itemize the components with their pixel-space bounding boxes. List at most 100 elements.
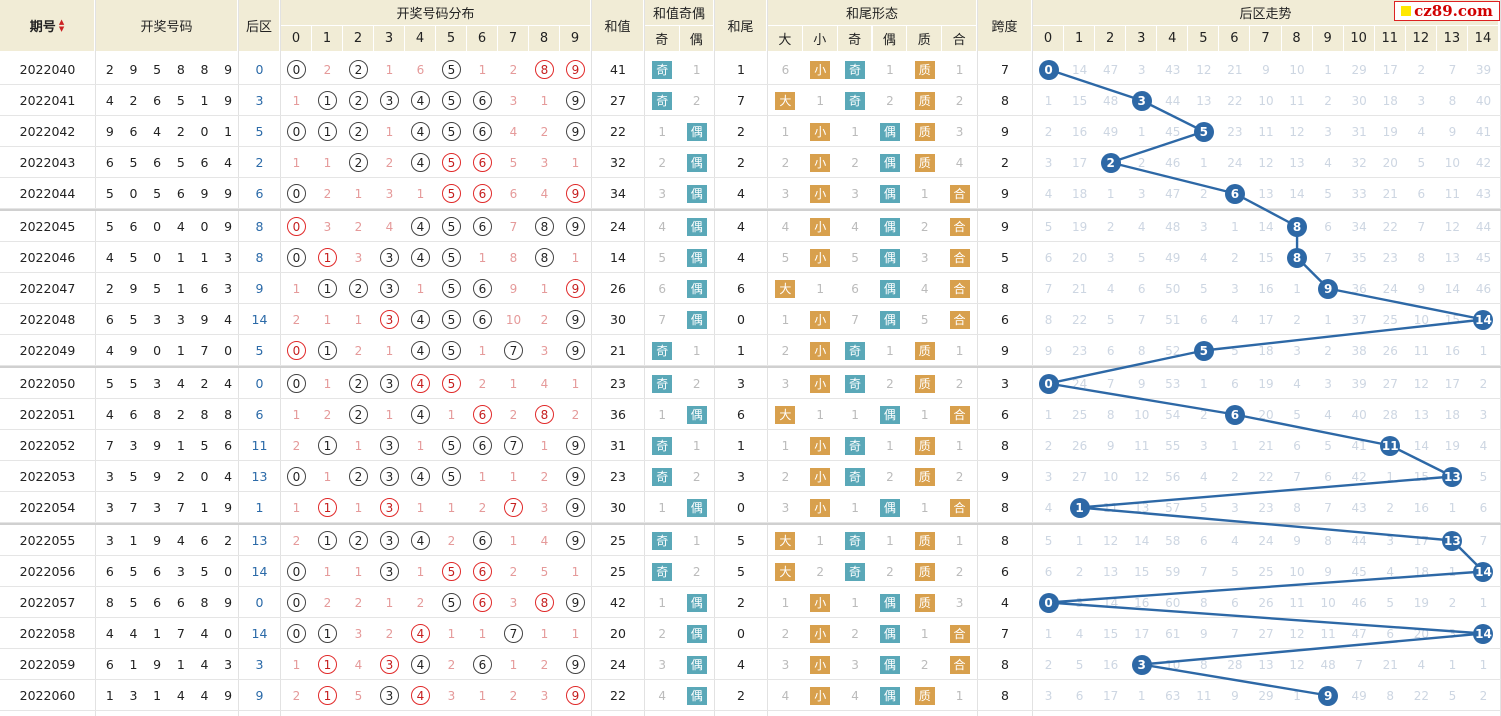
trend-miss: 5 [1033, 211, 1064, 242]
form-tag: 小 [803, 54, 838, 85]
trend-miss: 9 [1250, 54, 1281, 85]
issue-cell[interactable]: 2022048 [0, 304, 95, 335]
oe-tag-label: 偶 [686, 593, 707, 612]
back-number: 6 [239, 178, 280, 209]
oe-tag-label: 偶 [686, 153, 707, 172]
cell-text: 4 [955, 155, 964, 170]
cell-text: 1 [1448, 500, 1457, 515]
trend-miss: 3 [1468, 399, 1499, 430]
row-divider [0, 272, 1501, 273]
cell-text: 9 [224, 186, 233, 201]
cell-text: 4 [176, 376, 185, 391]
trend-miss: 5 [1468, 461, 1499, 492]
trend-miss: 15 [1406, 461, 1437, 492]
dist-miss: 1 [374, 335, 405, 366]
dist-miss: 1 [343, 304, 374, 335]
issue-cell[interactable]: 2022058 [0, 618, 95, 649]
cell-text: 1 [955, 62, 964, 77]
dist-hit: 9 [560, 680, 591, 711]
draw-number: 0 [216, 556, 240, 587]
issue-cell[interactable]: 2022046 [0, 242, 95, 273]
dist-ball-repeat: 6 [473, 593, 492, 612]
draw-number: 3 [169, 556, 193, 587]
draw-number: 4 [169, 368, 193, 399]
issue-cell[interactable]: 2022044 [0, 178, 95, 209]
issue-cell[interactable]: 2022041 [0, 85, 95, 116]
cell-text: 1 [851, 595, 859, 610]
trend-miss: 24 [1250, 525, 1281, 556]
trend-miss: 7 [1406, 211, 1437, 242]
cell-text: 2 [1106, 219, 1115, 234]
cell-text: 0 [129, 186, 138, 201]
form-tag: 质 [907, 556, 942, 587]
form-tag-label: 质 [914, 562, 935, 581]
dist-ball: 4 [411, 655, 430, 674]
form-miss: 3 [942, 116, 977, 147]
cell-text: 1 [816, 533, 825, 548]
draw-number: 8 [145, 399, 169, 430]
cell-text: 1 [816, 407, 825, 422]
issue-cell[interactable]: 2022059 [0, 649, 95, 680]
issue-cell[interactable]: 2022042 [0, 116, 95, 147]
cell-text: 4 [176, 533, 185, 548]
dist-miss: 2 [529, 116, 560, 147]
issue-cell[interactable]: 2022054 [0, 492, 95, 523]
tail-value: 0 [715, 492, 767, 523]
column-divider [767, 0, 768, 716]
cell-text: 2 [323, 186, 332, 201]
dist-miss: 4 [529, 368, 560, 399]
span-value: 8 [978, 430, 1032, 461]
cell-text: 4 [105, 93, 114, 108]
site-logo[interactable]: cz89.com [1394, 1, 1500, 21]
issue-cell[interactable]: 2022055 [0, 525, 95, 556]
issue-cell[interactable]: 2022051 [0, 399, 95, 430]
issue-cell[interactable]: 2022047 [0, 273, 95, 304]
draw-number: 6 [193, 525, 217, 556]
dist-hit: 6 [467, 116, 498, 147]
issue-cell[interactable]: 2022053 [0, 461, 95, 492]
trend-miss: 63 [1157, 680, 1188, 711]
cell-text: 开奖号码 [140, 20, 193, 35]
trend-hit-cell: 0 [1033, 587, 1064, 618]
issue-cell[interactable]: 2022050 [0, 368, 95, 399]
tail-value: 0 [715, 618, 767, 649]
oe-miss: 2 [645, 618, 680, 649]
trend-miss: 1 [1033, 618, 1064, 649]
cell-text: 5 [129, 250, 138, 265]
trend-miss: 6 [1064, 680, 1095, 711]
cell-text: 4 [1001, 595, 1009, 610]
back-number: 0 [239, 54, 280, 85]
issue-cell[interactable]: 2022043 [0, 147, 95, 178]
issue-cell[interactable]: 2022057 [0, 587, 95, 618]
issue-cell[interactable]: 2022045 [0, 211, 95, 242]
cell-text: 45 [1351, 564, 1367, 579]
trend-miss: 9 [1095, 430, 1126, 461]
dist-hit: 1 [312, 618, 343, 649]
issue-cell[interactable]: 2022056 [0, 556, 95, 587]
form-miss: 5 [768, 242, 803, 273]
form-tag-label: 偶 [879, 624, 900, 643]
col-header-issue[interactable]: 期号 ▲ ▼ [0, 0, 95, 52]
dist-ball-repeat: 1 [318, 248, 337, 267]
sort-icon[interactable]: ▲ ▼ [58, 17, 65, 33]
dist-hit: 5 [436, 335, 467, 366]
trend-miss: 2 [1188, 399, 1219, 430]
trend-miss: 19 [1064, 211, 1095, 242]
cell-text: 7 [1479, 533, 1488, 548]
back-number: 8 [239, 211, 280, 242]
cell-text: 26 [1382, 343, 1398, 358]
issue-cell[interactable]: 2022040 [0, 54, 95, 85]
oe-tag: 偶 [680, 587, 715, 618]
cell-text: 1 [692, 62, 701, 77]
cell-text: 22 [610, 688, 626, 703]
cell-text: 8 [255, 250, 264, 265]
issue-cell[interactable]: 2022060 [0, 680, 95, 711]
cell-text: 6 [1075, 688, 1084, 703]
cell-text: 2022043 [19, 155, 76, 170]
issue-cell[interactable]: 2022049 [0, 335, 95, 366]
form-miss: 1 [907, 399, 942, 430]
issue-cell[interactable]: 2022052 [0, 430, 95, 461]
form-miss: 1 [803, 273, 838, 304]
tail-value: 4 [715, 649, 767, 680]
form-tag: 大 [768, 273, 803, 304]
